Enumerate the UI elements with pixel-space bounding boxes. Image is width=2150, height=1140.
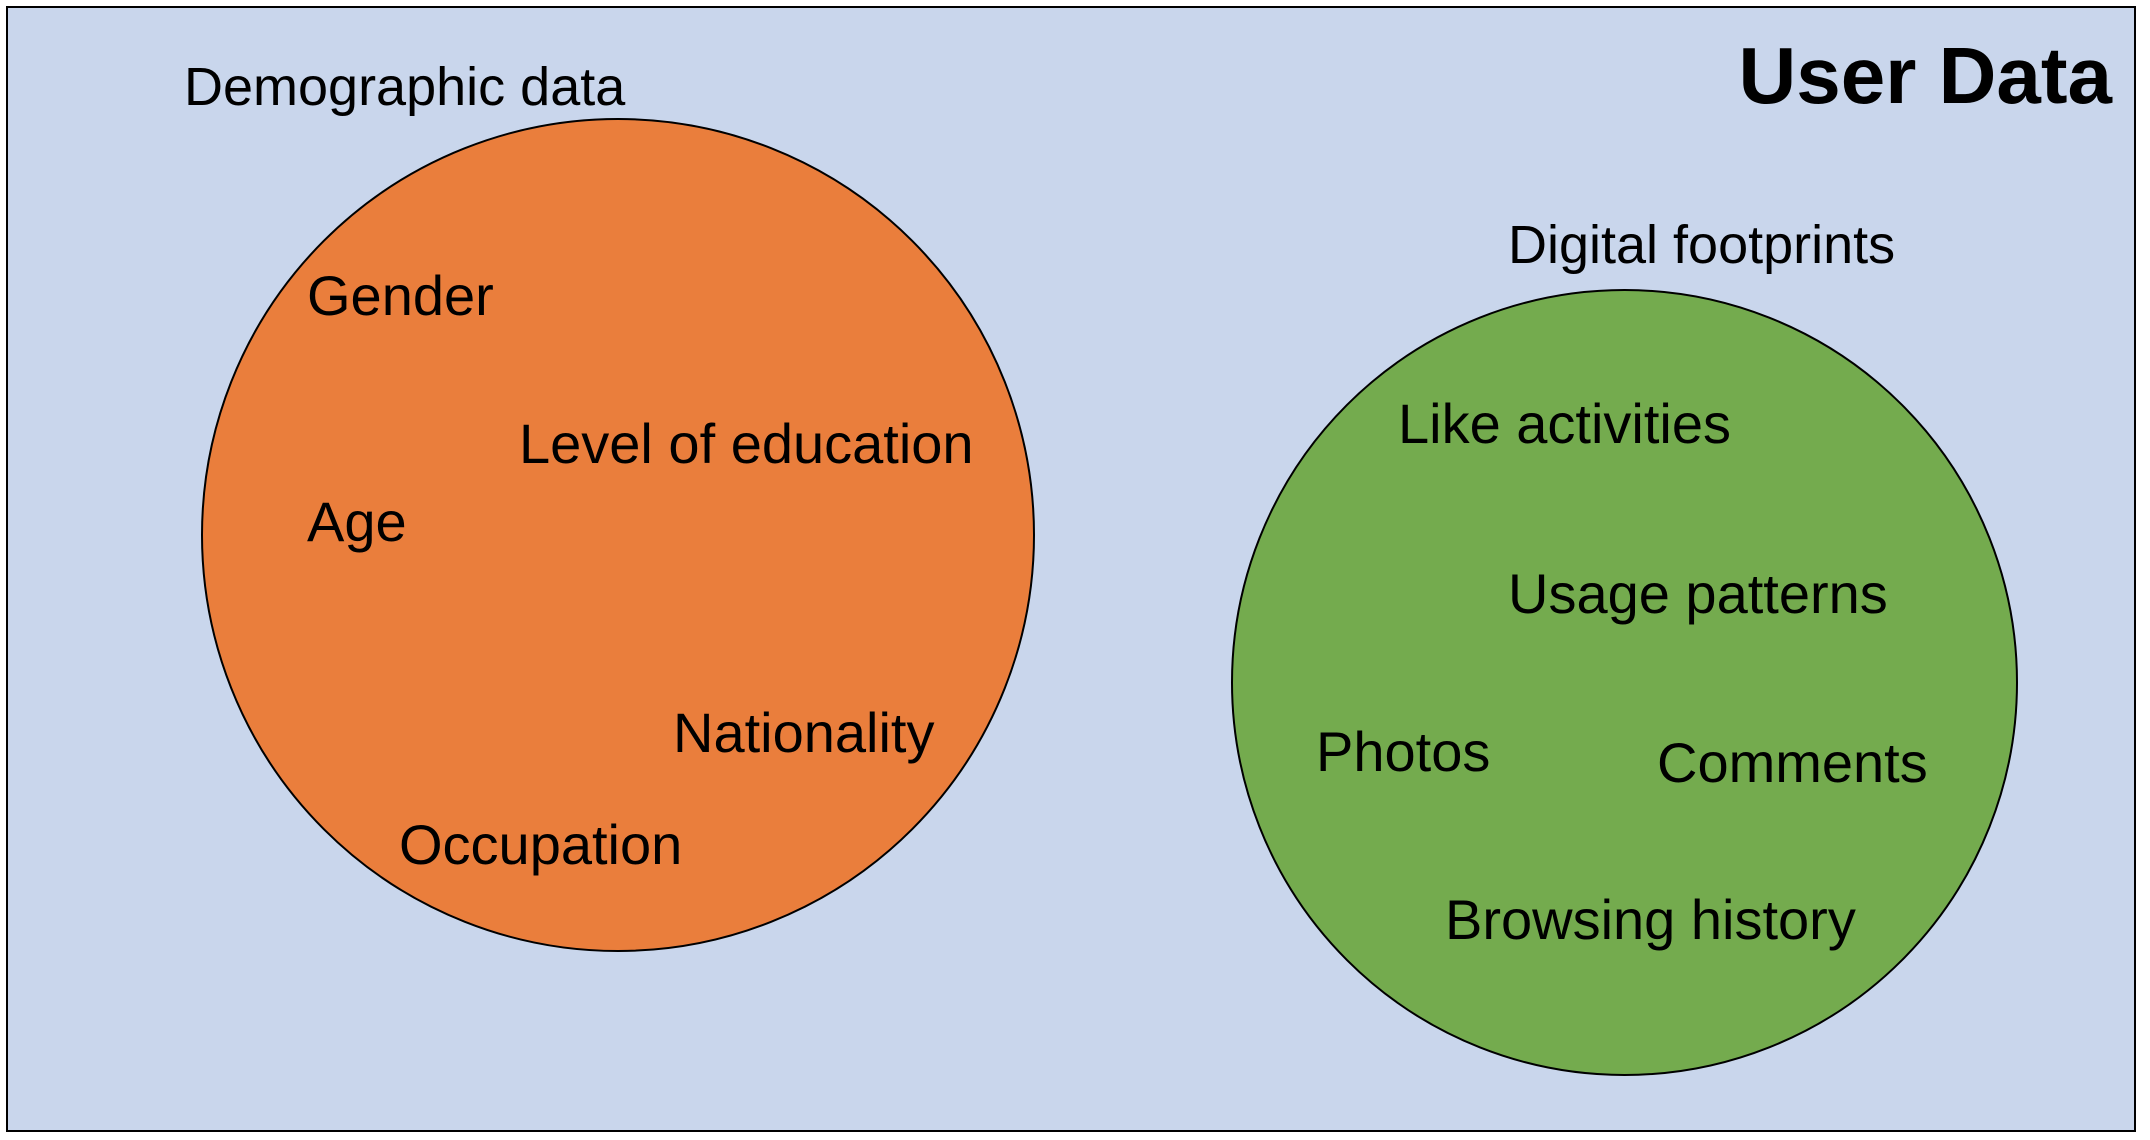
digital-item: Comments (1657, 731, 1928, 794)
digital-group-label: Digital footprints (1508, 215, 1896, 275)
digital-circle (1231, 289, 2018, 1076)
digital-item: Usage patterns (1508, 562, 1888, 625)
demographic-item: Age (307, 490, 407, 553)
demographic-item: Occupation (399, 813, 683, 876)
demographic-circle (201, 118, 1035, 952)
digital-item: Browsing history (1445, 888, 1856, 951)
digital-item: Photos (1316, 720, 1491, 783)
demographic-group-label: Demographic data (184, 57, 626, 117)
diagram-frame: User Data Demographic data Gender Level … (6, 6, 2136, 1132)
demographic-item: Nationality (673, 701, 935, 764)
demographic-item: Gender (307, 264, 494, 327)
digital-item: Like activities (1398, 392, 1732, 455)
demographic-item: Level of education (519, 412, 974, 475)
diagram-title: User Data (1738, 31, 2112, 120)
